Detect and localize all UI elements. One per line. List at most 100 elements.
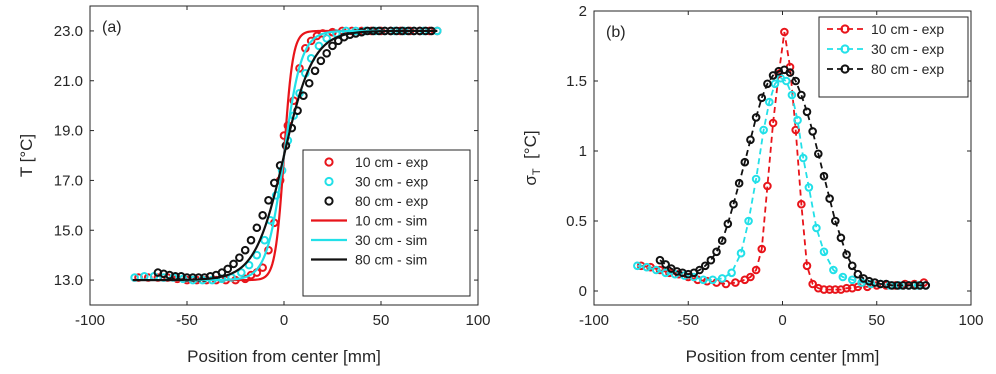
dashed-line <box>637 77 926 287</box>
legend-marker-swatch <box>324 157 334 167</box>
data-point <box>299 91 308 100</box>
legend-entry: 10 cm - exp <box>324 154 428 170</box>
data-point <box>746 272 755 282</box>
data-point <box>695 265 704 275</box>
plot-area <box>633 27 931 294</box>
data-point <box>812 223 821 233</box>
legend-label: 10 cm - sim <box>355 213 427 229</box>
data-point <box>661 260 670 269</box>
data-point <box>830 216 840 226</box>
data-point <box>708 275 718 285</box>
legend-label: 80 cm - exp <box>355 193 428 209</box>
data-point <box>751 174 761 184</box>
data-point <box>237 268 246 277</box>
y-tick-label: 23.0 <box>54 23 83 40</box>
data-point <box>246 235 256 245</box>
data-point <box>808 279 817 289</box>
legend-label: 10 cm - exp <box>355 154 428 170</box>
data-point <box>264 196 273 205</box>
y-tick-label: 17.0 <box>54 172 83 189</box>
data-point <box>847 261 857 271</box>
data-point <box>751 113 761 122</box>
data-point <box>853 269 863 279</box>
panel-a-temperature-profile: -100 -50 0 50 100 13.0 15.0 17.0 19.0 21.0 23.0 Pos… <box>17 5 491 366</box>
data-point <box>838 272 848 282</box>
panel-label: (a) <box>102 19 122 36</box>
y-tick-label: 19.0 <box>54 123 83 140</box>
legend-label: 10 cm - exp <box>871 21 944 37</box>
plot-area <box>130 26 442 285</box>
data-point <box>836 233 846 243</box>
data-point <box>757 244 767 254</box>
data-point <box>310 66 320 76</box>
data-point <box>765 97 774 107</box>
data-point <box>857 278 866 287</box>
data-point <box>768 71 778 80</box>
data-point <box>304 78 314 88</box>
y-axis-label-symbol: σ <box>521 175 540 186</box>
legend-entry: 30 cm - exp <box>827 41 944 57</box>
data-point <box>804 183 814 192</box>
data-point <box>797 90 806 100</box>
x-tick-label: -100 <box>579 312 609 329</box>
x-tick-label: 100 <box>465 312 490 329</box>
data-point <box>847 275 857 285</box>
data-point <box>757 93 767 103</box>
data-point <box>798 153 808 163</box>
y-tick-label: 15.0 <box>54 222 83 239</box>
data-point <box>258 211 267 220</box>
legend-entry: 30 cm - sim <box>311 232 427 248</box>
data-point <box>328 41 337 51</box>
data-point <box>802 107 812 117</box>
data-point <box>642 262 652 272</box>
y-axis-label: T [°C] <box>17 134 36 177</box>
series-80-cm-sim <box>132 29 438 282</box>
y-tick-label: 0.5 <box>566 213 587 230</box>
legend-marker-swatch <box>840 64 850 74</box>
legend-entry: 10 cm - exp <box>827 21 944 37</box>
x-tick-label: 50 <box>373 312 390 329</box>
legend-label: 30 cm - sim <box>355 232 427 248</box>
data-point <box>802 261 812 271</box>
dashed-line <box>659 68 926 287</box>
data-point <box>731 278 740 287</box>
legend-entry: 80 cm - exp <box>827 61 944 77</box>
legend: 10 cm - exp 30 cm - exp 80 cm - exp <box>818 16 969 98</box>
data-point <box>633 261 642 271</box>
x-tick-label: -50 <box>677 312 699 329</box>
data-point <box>240 245 250 255</box>
sim-line <box>132 29 438 282</box>
data-point <box>780 27 789 37</box>
data-point <box>785 68 795 77</box>
legend: 10 cm - exp 30 cm - exp 80 cm - exp 10 cm -… <box>302 149 471 297</box>
legend-marker-swatch <box>840 24 850 34</box>
y-axis-label-subscript: T <box>531 168 543 175</box>
data-point <box>316 56 326 66</box>
legend-marker-swatch <box>840 44 850 54</box>
data-point <box>229 259 238 269</box>
legend-box <box>818 16 969 98</box>
data-point <box>797 199 806 209</box>
data-point <box>751 265 761 275</box>
data-point <box>736 248 746 258</box>
data-point <box>700 261 710 271</box>
data-point <box>791 76 800 86</box>
legend-entry: 30 cm - exp <box>324 174 428 190</box>
data-point <box>829 265 838 275</box>
panel-b-std-deviation-profile: -100 -50 0 50 100 0 0.5 1 1.5 2 Position from cent… <box>521 3 984 366</box>
y-tick-label: 21.0 <box>54 73 83 90</box>
legend-marker-swatch <box>324 176 334 187</box>
data-point <box>819 171 829 181</box>
y-axis-label-unit: [°C] <box>521 130 540 168</box>
data-point <box>717 274 727 283</box>
series-80-cm-exp <box>655 65 931 290</box>
panel-label: (b) <box>606 24 626 41</box>
data-point <box>729 199 738 209</box>
y-tick-label: 1.5 <box>566 73 587 90</box>
y-tick-label: 1 <box>579 143 587 160</box>
legend-label: 30 cm - exp <box>871 41 944 57</box>
data-point <box>921 281 931 290</box>
data-point <box>723 219 733 229</box>
data-point <box>759 125 768 135</box>
